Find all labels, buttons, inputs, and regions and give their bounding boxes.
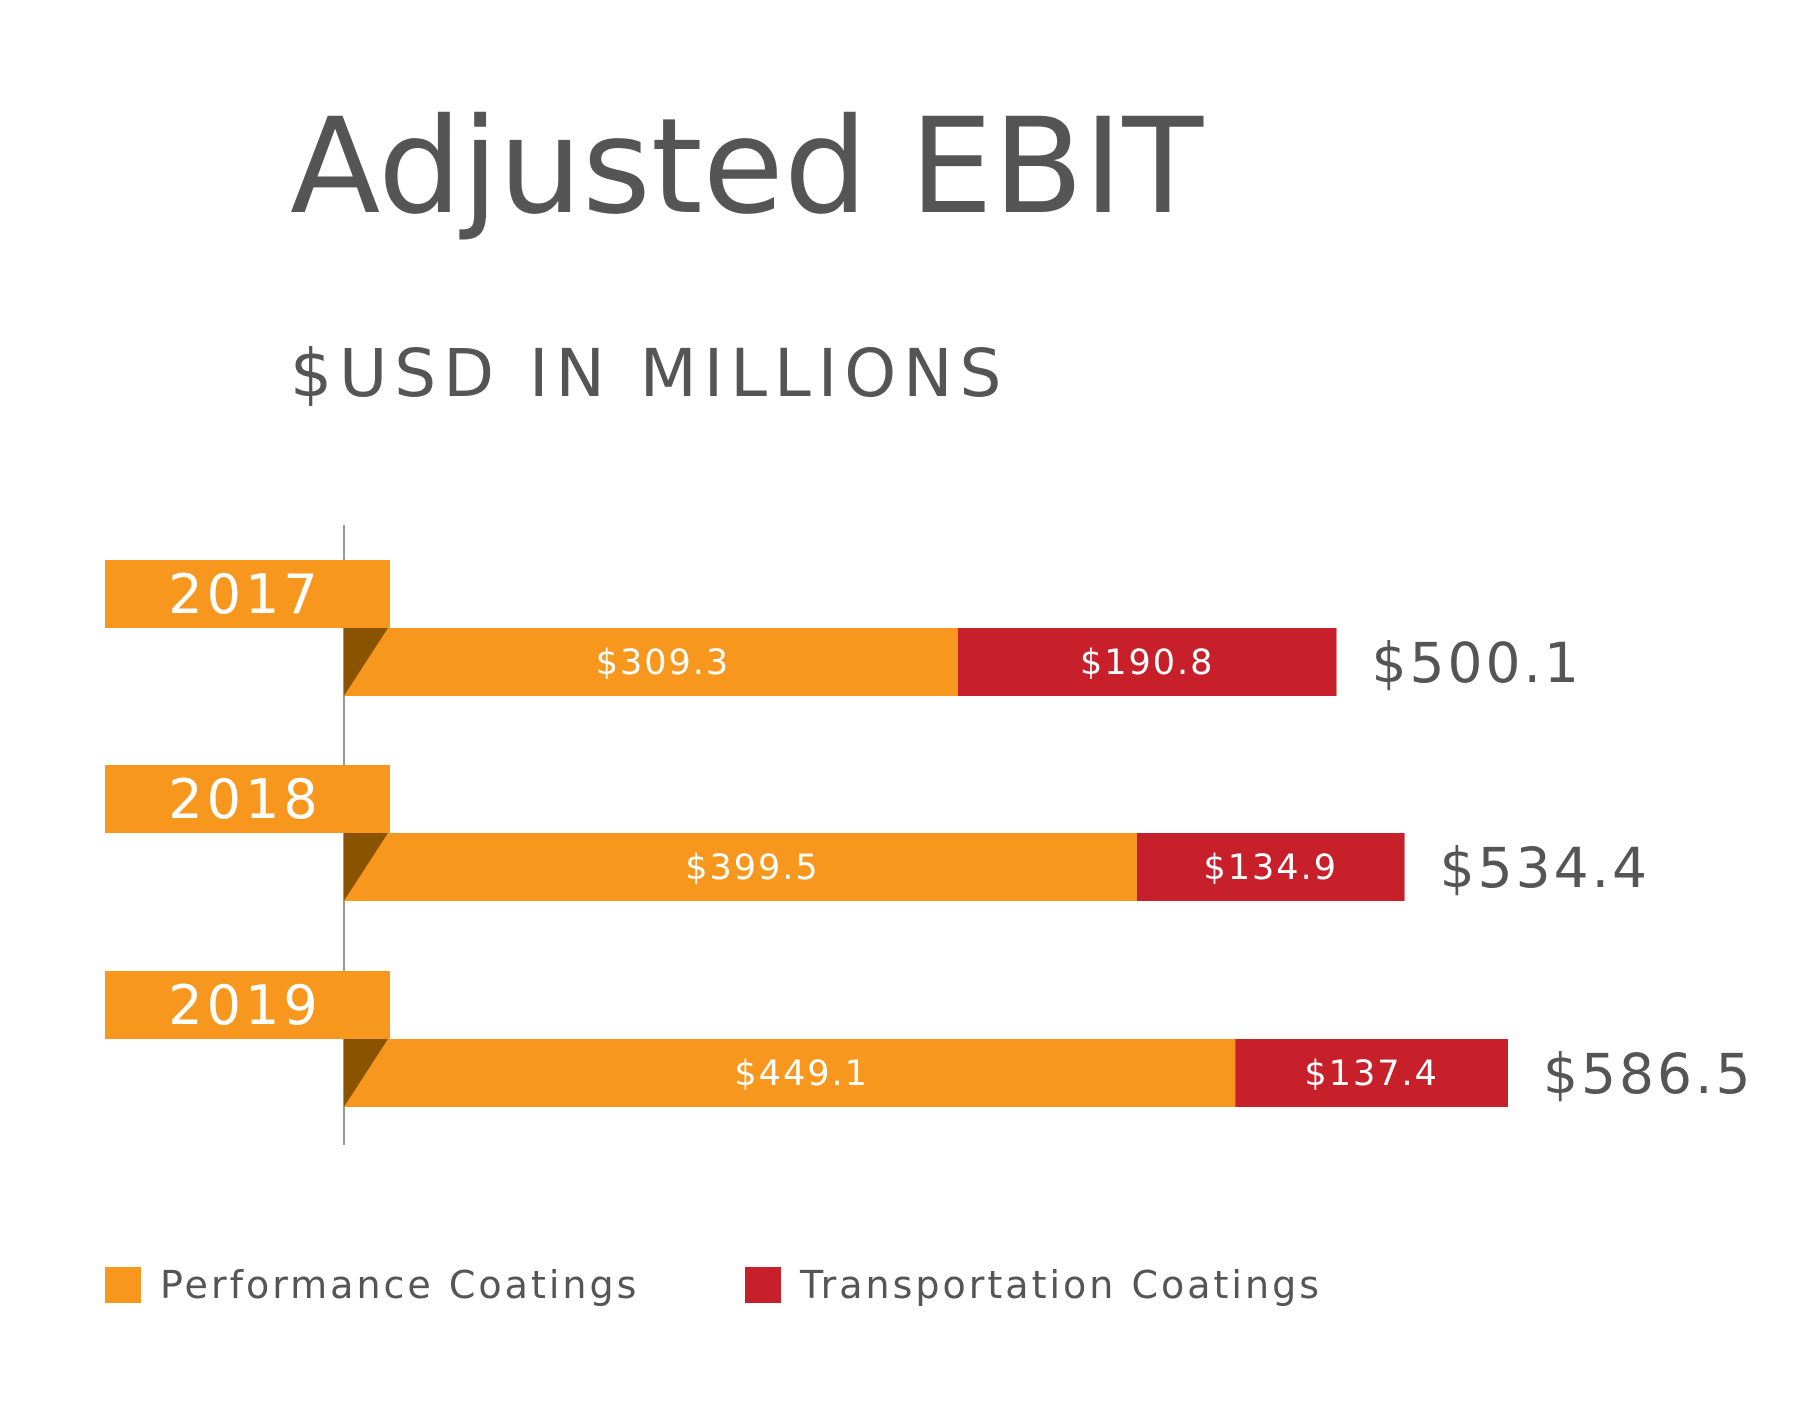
bar-segment [1235, 1039, 1508, 1107]
year-banner [105, 971, 390, 1039]
total-label: $500.1 [1372, 631, 1582, 695]
legend: Performance Coatings Transportation Coati… [105, 1263, 1322, 1307]
chart-subtitle: $USD IN MILLIONS [290, 335, 1008, 412]
year-banner [105, 560, 390, 628]
data-label: $449.1 [734, 1054, 868, 1094]
year-label: 2018 [168, 768, 321, 831]
data-label: $190.8 [1080, 643, 1214, 683]
legend-swatch [105, 1267, 141, 1303]
bar-segment [1136, 833, 1405, 901]
data-label: $399.5 [685, 848, 819, 888]
legend-swatch [745, 1267, 781, 1303]
total-label: $534.4 [1440, 836, 1650, 900]
chart-title: Adjusted EBIT [290, 90, 1204, 244]
year-banner [105, 765, 390, 833]
year-label: 2019 [168, 974, 321, 1037]
total-label: $586.5 [1543, 1042, 1753, 1106]
bar-segment [344, 1039, 1236, 1107]
legend-label: Transportation Coatings [799, 1263, 1322, 1307]
bar-segment [957, 628, 1337, 696]
bars-group: 2017 $309.3 $190.8 $500.1 2018 $399.5 $134.9 $5… [105, 560, 1753, 1107]
bar-segment [344, 833, 1137, 901]
legend-label: Performance Coatings [160, 1263, 639, 1307]
bar-segment [344, 628, 958, 696]
data-label: $137.4 [1304, 1054, 1438, 1094]
data-label: $309.3 [596, 643, 730, 683]
data-label: $134.9 [1204, 848, 1338, 888]
year-label: 2017 [168, 563, 321, 626]
